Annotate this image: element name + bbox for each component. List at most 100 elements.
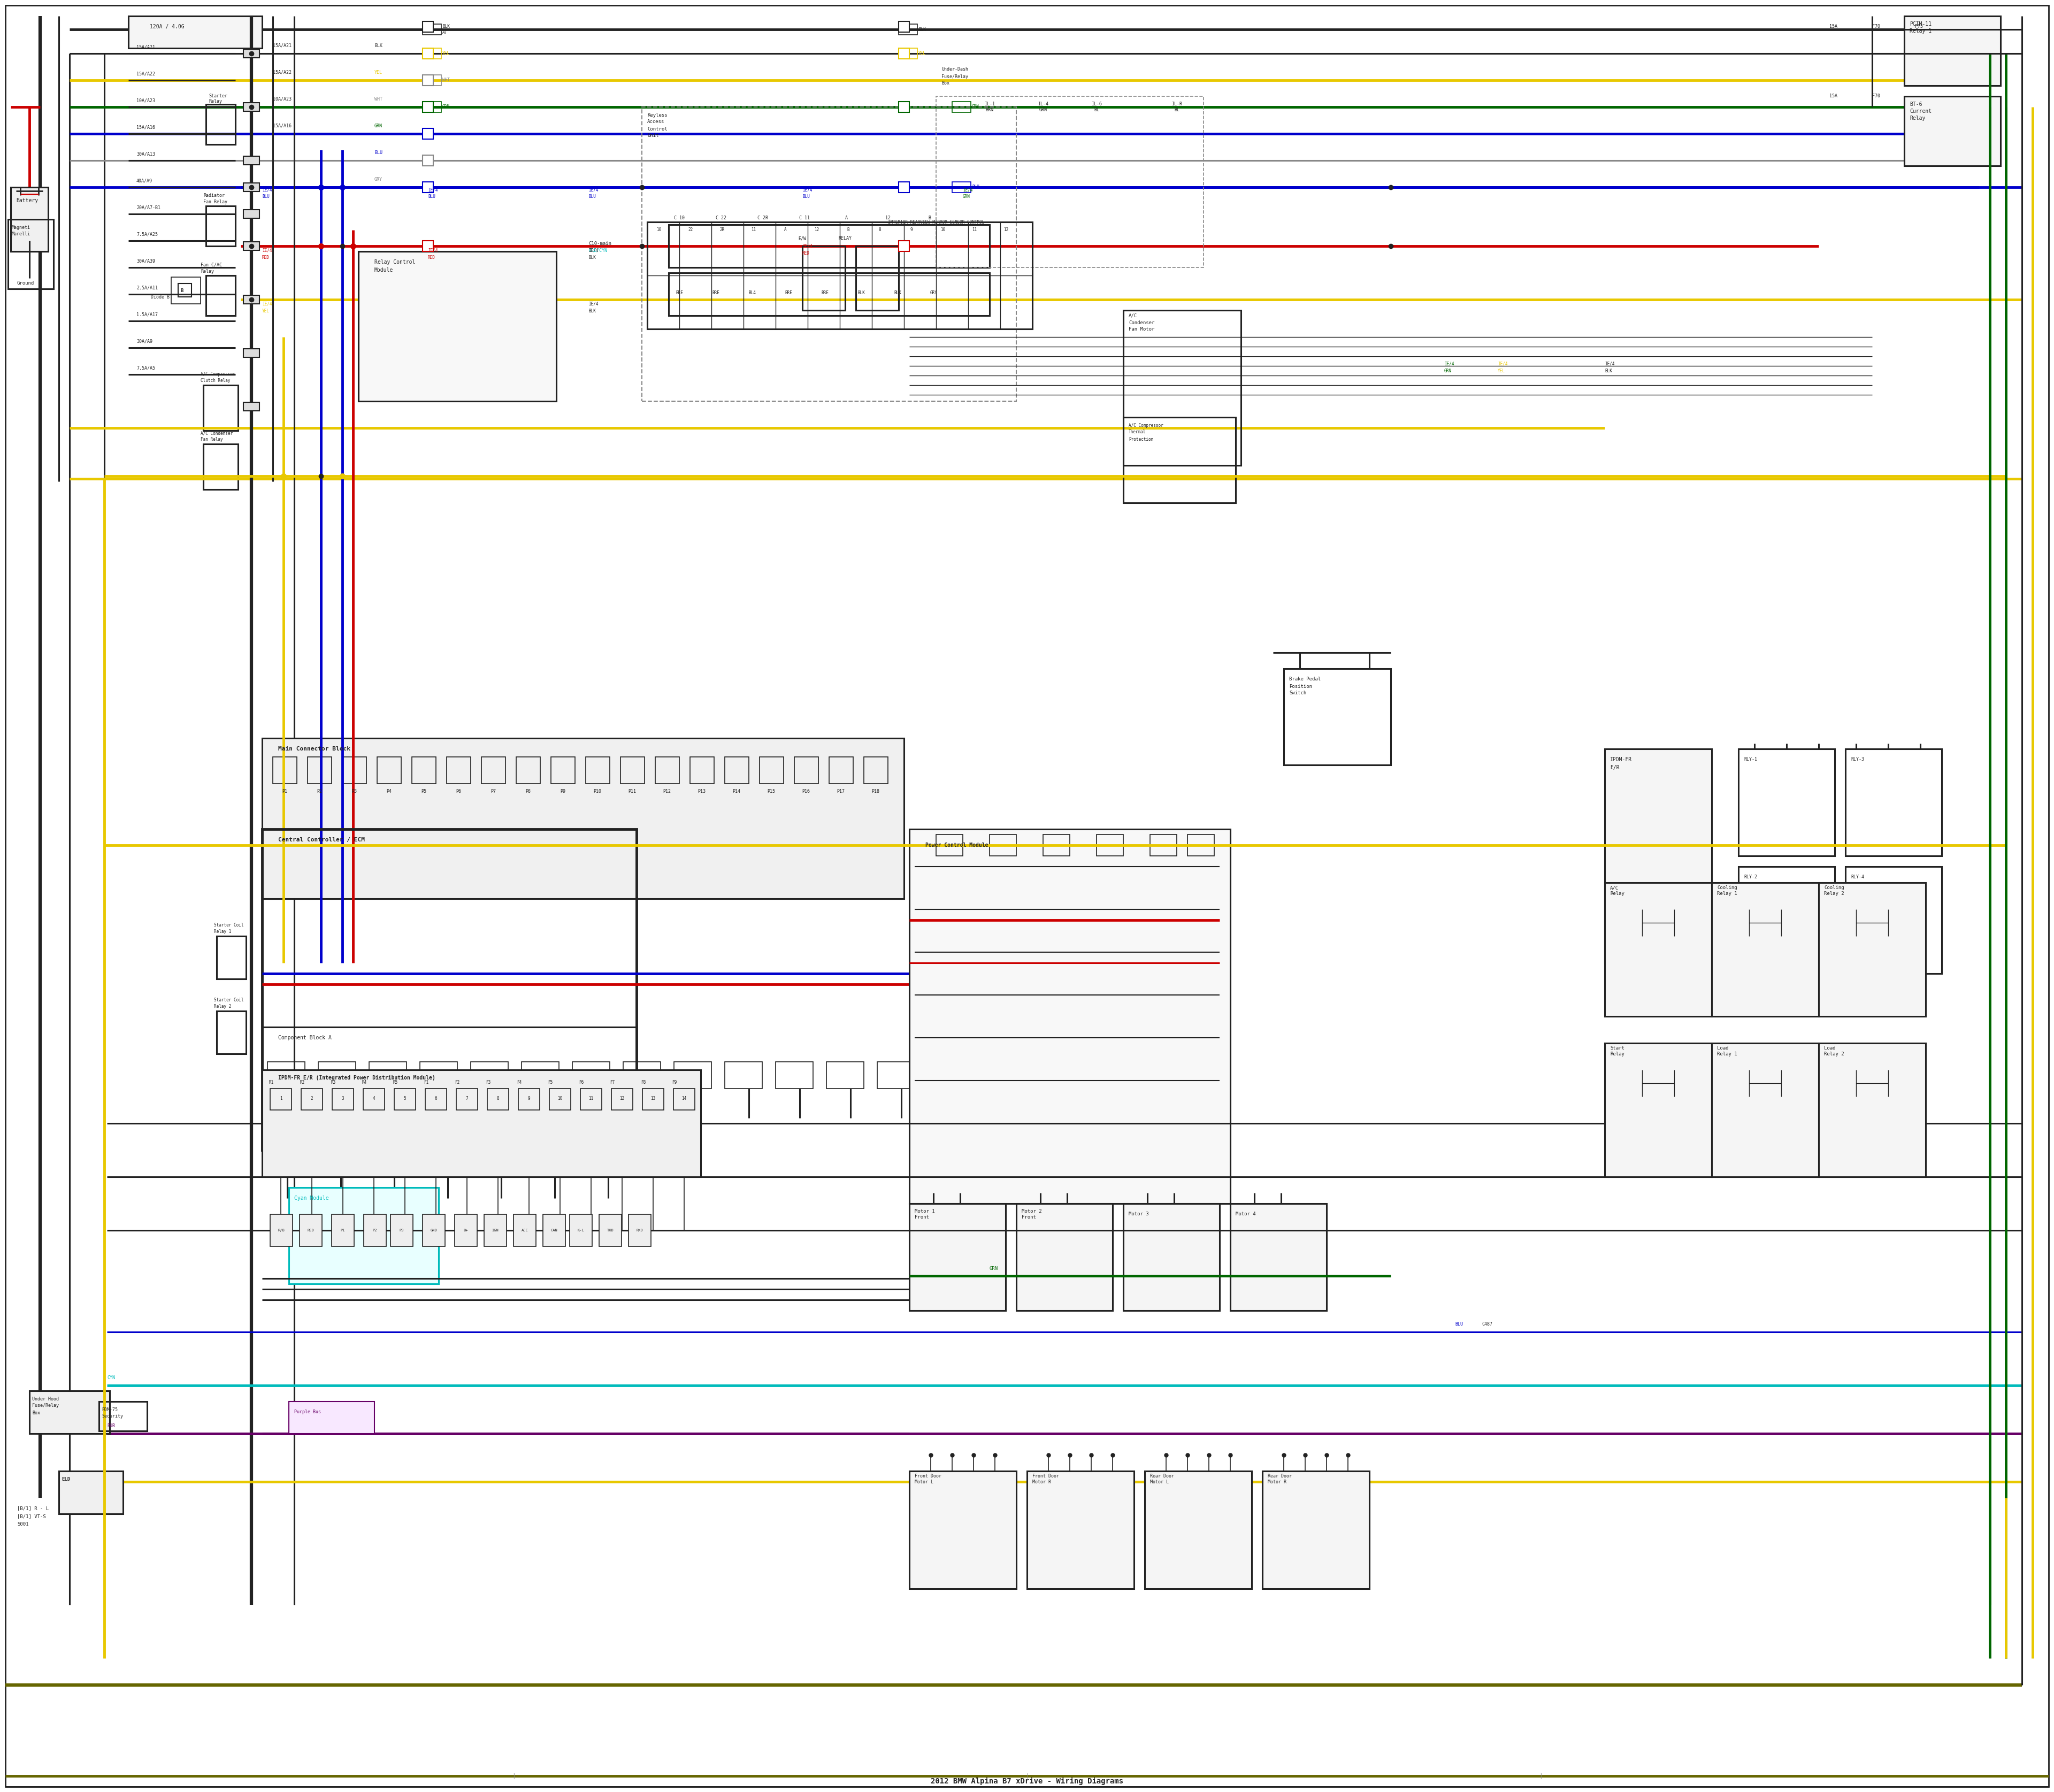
- Bar: [953, 102, 972, 113]
- Bar: [910, 830, 1230, 1204]
- Bar: [674, 1088, 694, 1109]
- Text: 12: 12: [885, 215, 891, 220]
- Text: IE/4: IE/4: [1497, 362, 1508, 366]
- Bar: [378, 756, 401, 783]
- Bar: [1187, 835, 1214, 857]
- Bar: [1017, 1204, 1113, 1310]
- Bar: [865, 756, 887, 783]
- Bar: [857, 246, 900, 310]
- Bar: [370, 1063, 407, 1088]
- Text: P4: P4: [386, 788, 392, 794]
- Bar: [629, 1215, 651, 1247]
- Bar: [423, 129, 433, 140]
- Bar: [522, 1063, 559, 1088]
- Bar: [1711, 1043, 1818, 1177]
- Text: 7: 7: [466, 1095, 468, 1100]
- Text: 15A: 15A: [1830, 93, 1838, 99]
- Text: BLU: BLU: [587, 195, 596, 199]
- Text: 2: 2: [310, 1095, 312, 1100]
- Text: Diode B: Diode B: [150, 294, 170, 299]
- Bar: [1818, 1043, 1927, 1177]
- Text: P2: P2: [316, 788, 322, 794]
- Text: Motor 4: Motor 4: [1237, 1211, 1255, 1217]
- Text: RLY-1: RLY-1: [1744, 758, 1756, 762]
- Bar: [581, 1088, 602, 1109]
- Bar: [1711, 883, 1818, 1016]
- Bar: [179, 283, 191, 297]
- Text: R2: R2: [300, 1081, 304, 1084]
- Bar: [670, 272, 990, 315]
- Text: 20A/A7-B1: 20A/A7-B1: [136, 204, 160, 210]
- Text: Relay Control: Relay Control: [374, 260, 415, 265]
- Bar: [374, 1145, 415, 1172]
- Bar: [937, 835, 963, 857]
- Text: Starter Coil: Starter Coil: [214, 923, 244, 928]
- Bar: [423, 240, 433, 251]
- Bar: [803, 246, 844, 310]
- Text: Radiator: Radiator: [203, 194, 224, 197]
- Bar: [456, 1088, 479, 1109]
- Text: 30A/A39: 30A/A39: [136, 258, 156, 263]
- Text: 12: 12: [813, 228, 820, 233]
- Bar: [423, 75, 433, 86]
- Text: C 22: C 22: [715, 215, 727, 220]
- Bar: [674, 1063, 711, 1088]
- Text: IGN: IGN: [491, 1229, 499, 1231]
- Text: F75: F75: [1914, 25, 1923, 29]
- Text: Fan C/AC: Fan C/AC: [201, 262, 222, 267]
- Bar: [127, 16, 263, 48]
- Bar: [826, 1063, 865, 1088]
- Text: WHT: WHT: [442, 77, 450, 82]
- Text: Front Door
Motor R: Front Door Motor R: [1033, 1473, 1060, 1484]
- Text: P10: P10: [594, 788, 602, 794]
- Text: RELAY: RELAY: [838, 237, 852, 240]
- Bar: [8, 219, 53, 289]
- Text: A/C: A/C: [1128, 314, 1138, 317]
- Text: 15A/A16: 15A/A16: [273, 124, 292, 127]
- Bar: [900, 240, 910, 251]
- Bar: [1027, 1471, 1134, 1590]
- Bar: [990, 835, 1017, 857]
- Text: Box: Box: [33, 1410, 41, 1416]
- Text: IPDM-FR: IPDM-FR: [1610, 756, 1633, 762]
- Text: Central Controller / ECM: Central Controller / ECM: [277, 837, 366, 842]
- Text: GND: GND: [431, 1229, 438, 1231]
- Text: IL-4
GRN: IL-4 GRN: [1037, 102, 1048, 113]
- Bar: [1844, 867, 1941, 973]
- Text: RLY-2: RLY-2: [1744, 874, 1756, 880]
- Text: YEL: YEL: [1497, 369, 1506, 373]
- Bar: [267, 1063, 304, 1088]
- Bar: [690, 756, 715, 783]
- Bar: [423, 181, 433, 192]
- Text: Unit: Unit: [647, 133, 659, 138]
- Bar: [364, 1088, 384, 1109]
- Text: C10-main: C10-main: [587, 240, 612, 246]
- Text: YEL: YEL: [374, 70, 382, 75]
- Bar: [390, 1215, 413, 1247]
- Text: RED: RED: [308, 1229, 314, 1231]
- Bar: [481, 756, 505, 783]
- Text: Fuse/Relay: Fuse/Relay: [33, 1403, 60, 1409]
- Text: BLK: BLK: [587, 254, 596, 260]
- Text: IL-1
BRN: IL-1 BRN: [984, 102, 994, 113]
- Bar: [302, 1088, 322, 1109]
- Text: F3: F3: [487, 1081, 491, 1084]
- Bar: [534, 1145, 575, 1172]
- Bar: [569, 1215, 592, 1247]
- Bar: [470, 1063, 507, 1088]
- Text: Module: Module: [374, 267, 392, 272]
- Text: Motor 3: Motor 3: [1128, 1211, 1148, 1217]
- Text: INTERIOR REARVIEW MIRROR SENSOR CONTROL: INTERIOR REARVIEW MIRROR SENSOR CONTROL: [887, 220, 984, 224]
- Text: C 2R: C 2R: [758, 215, 768, 220]
- Text: P7: P7: [491, 788, 495, 794]
- Text: B: B: [846, 228, 850, 233]
- Text: IPDM-FR E/R (Integrated Power Distribution Module): IPDM-FR E/R (Integrated Power Distributi…: [277, 1075, 435, 1081]
- Text: P3: P3: [351, 788, 357, 794]
- Text: Battery: Battery: [16, 197, 39, 202]
- Bar: [423, 102, 433, 113]
- Bar: [423, 48, 442, 59]
- Text: Load
Relay 1: Load Relay 1: [1717, 1047, 1738, 1055]
- Text: Clutch Relay: Clutch Relay: [201, 378, 230, 383]
- Text: RXD: RXD: [637, 1229, 643, 1231]
- Text: Protection: Protection: [1128, 437, 1154, 441]
